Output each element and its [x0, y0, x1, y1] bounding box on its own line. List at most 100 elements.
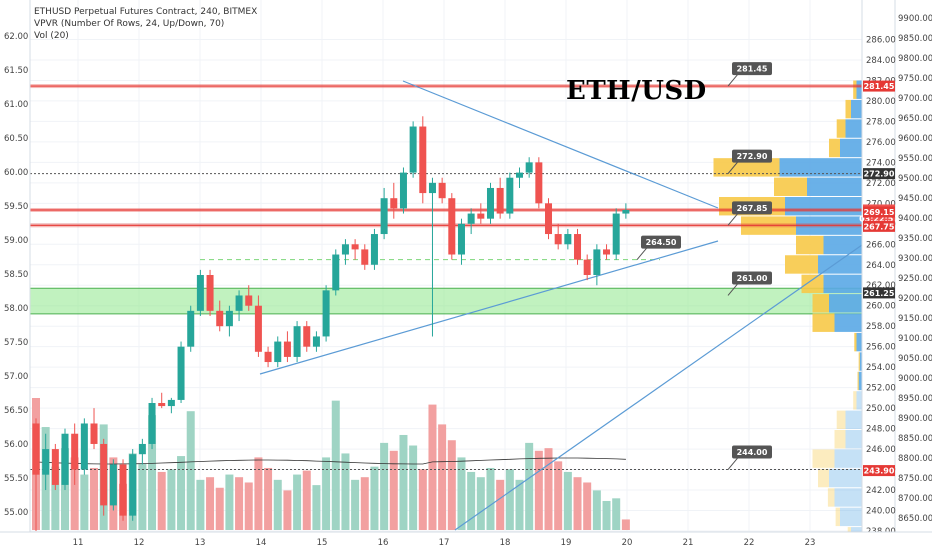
- volume-bar: [80, 474, 89, 530]
- volume-bar: [138, 464, 147, 530]
- usd-axis-tick: 8850.00: [898, 434, 932, 444]
- volume-bar: [186, 411, 195, 530]
- volume-bar: [428, 404, 437, 530]
- price-axis-tick: 286.00: [866, 35, 896, 45]
- price-callouts: 281.45 272.90 267.85 264.50 261.00 244.00: [636, 62, 772, 470]
- candle-body: [351, 244, 359, 250]
- candle-body: [477, 213, 485, 219]
- callout-label: 264.50: [646, 238, 677, 247]
- vpvr-up-row: [779, 158, 862, 177]
- candle-body: [187, 310, 195, 347]
- indicator-vpvr[interactable]: VPVR (Number Of Rows, 24, Up/Down, 70): [34, 19, 225, 29]
- usd-axis-tick: 9750.00: [898, 74, 932, 84]
- volume-bar: [331, 400, 340, 530]
- candle-body: [380, 198, 388, 235]
- vpvr-down-row: [857, 371, 859, 391]
- symbol-line[interactable]: ETHUSD Perpetual Futures Contract, 240, …: [34, 7, 258, 17]
- candle-body: [603, 249, 611, 255]
- candle-body: [274, 341, 282, 363]
- vpvr-up-row: [829, 468, 862, 488]
- volume-bar: [254, 457, 263, 530]
- volume-bar: [525, 442, 534, 530]
- price-tag-label: 03:22:57: [859, 215, 899, 224]
- time-axis-tick: 15: [317, 538, 328, 548]
- vpvr-down-row: [796, 235, 824, 255]
- left-axis-tick: 56.00: [4, 440, 28, 450]
- volume-bar: [148, 415, 157, 530]
- price-axis-tick: 250.00: [866, 404, 896, 414]
- price-axis-tick: 280.00: [866, 97, 896, 107]
- candle-body: [322, 290, 330, 337]
- volume-bar: [312, 485, 321, 530]
- left-axis-tick: 56.50: [4, 406, 28, 416]
- volume-bar: [380, 442, 389, 530]
- candle-body: [245, 295, 253, 306]
- volume-bar: [167, 469, 176, 530]
- candle-body: [167, 399, 175, 407]
- candle-body: [438, 182, 446, 199]
- vpvr-down-row: [853, 391, 857, 410]
- candle-body: [361, 249, 369, 265]
- callout-pointer: [727, 457, 739, 470]
- vpvr-down-row: [836, 410, 846, 429]
- vpvr-down-row: [854, 332, 857, 352]
- price-axis-tick: 270.00: [866, 199, 896, 209]
- volume-bar: [235, 477, 244, 530]
- volume-bar: [457, 457, 466, 530]
- vpvr-down-row: [827, 488, 835, 507]
- left-axis-tick: 55.00: [4, 508, 28, 518]
- volume-bar: [51, 466, 60, 530]
- usd-axis-tick: 9450.00: [898, 194, 932, 204]
- vpvr-up-row: [856, 391, 862, 410]
- volume-bar: [360, 477, 369, 530]
- vpvr-down-row: [858, 352, 860, 371]
- candle-body: [293, 326, 301, 357]
- callout-pointer: [636, 247, 648, 260]
- candle-body: [235, 295, 243, 311]
- vpvr-up-row: [834, 488, 862, 507]
- candle-body: [148, 403, 156, 444]
- vpvr-down-row: [845, 99, 851, 119]
- callout-box: [732, 201, 772, 215]
- price-tag-label: 281.45: [864, 82, 895, 91]
- time-axis-tick: 23: [805, 538, 816, 548]
- vpvr-down-row: [853, 80, 857, 99]
- volume-bar: [351, 479, 360, 530]
- price-axis-tick: 284.00: [866, 56, 896, 66]
- candle-body: [574, 234, 582, 260]
- volume-bar: [544, 448, 553, 530]
- callout-box: [732, 445, 772, 459]
- candle-body: [535, 162, 543, 204]
- callout-label: 272.90: [737, 152, 768, 161]
- time-axis-tick: 22: [744, 538, 755, 548]
- usd-axis-tick: 8800.00: [898, 454, 932, 464]
- usd-axis-tick: 9700.00: [898, 94, 932, 104]
- price-tag-label: 243.90: [864, 467, 895, 476]
- candle-body: [90, 423, 98, 444]
- vpvr-down-row: [834, 430, 846, 449]
- volume-bar: [302, 470, 311, 530]
- callout-box: [732, 149, 772, 163]
- price-axis-tick: 262.00: [866, 281, 896, 291]
- left-axis-tick: 61.50: [4, 66, 28, 76]
- price-axis-tick: 276.00: [866, 138, 896, 148]
- vpvr-down-row: [785, 255, 818, 274]
- time-axis-tick: 19: [561, 538, 572, 548]
- candle-body: [516, 172, 523, 178]
- price-axis-tick: 254.00: [866, 363, 896, 373]
- vpvr-up-row: [845, 430, 862, 449]
- candle-body: [370, 234, 378, 265]
- vpvr-down-row: [818, 468, 829, 488]
- candle-body: [564, 234, 572, 245]
- volume-bar: [399, 434, 408, 530]
- left-axis-tick: 59.50: [4, 202, 28, 212]
- indicator-vol[interactable]: Vol (20): [34, 31, 69, 41]
- price-tag-box: [863, 168, 895, 180]
- time-axis-tick: 20: [622, 538, 633, 548]
- usd-axis-tick: 9400.00: [898, 214, 932, 224]
- vpvr-up-row: [823, 235, 862, 255]
- volume-bar: [621, 519, 630, 530]
- vpvr-up-row: [818, 255, 862, 274]
- usd-axis-tick: 9200.00: [898, 294, 932, 304]
